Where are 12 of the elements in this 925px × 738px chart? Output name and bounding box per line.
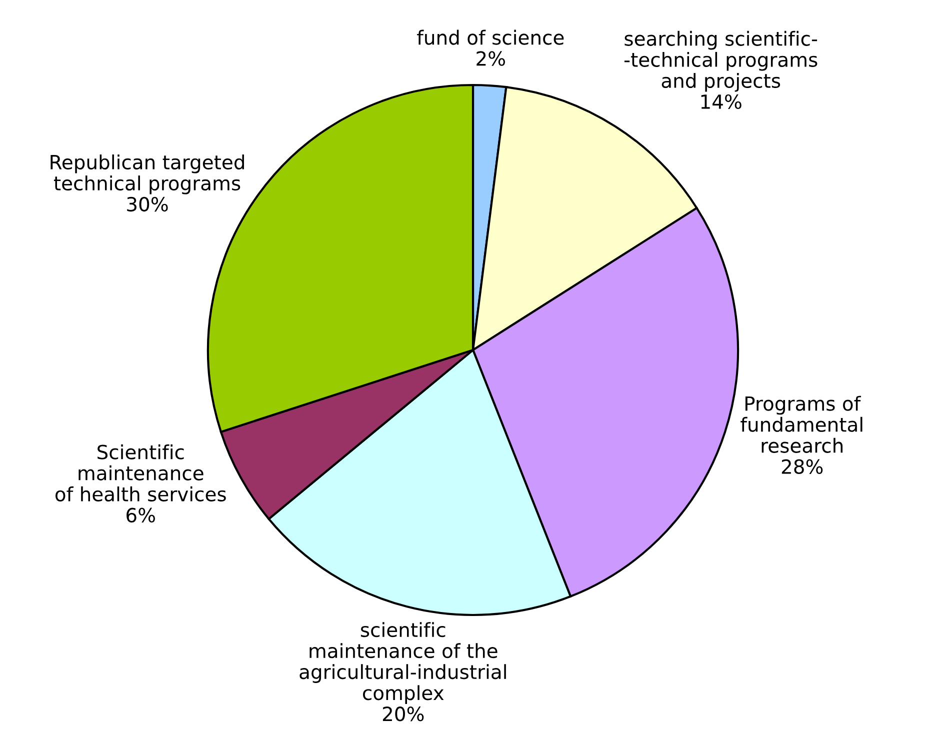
slice-label: Programs of fundamental research bbox=[740, 396, 862, 453]
data-label: 14% bbox=[701, 94, 742, 110]
data-label: 28% bbox=[782, 459, 823, 474]
slice-label: Republican targeted technical programs bbox=[50, 154, 244, 194]
data-label: 20% bbox=[382, 706, 424, 722]
data-label: 2% bbox=[476, 51, 505, 66]
data-label: 6% bbox=[126, 508, 155, 523]
slice-label: searching scientific- -technical programs and projects bbox=[624, 30, 818, 92]
slice-label: Scientific maintenance of health services bbox=[55, 444, 226, 502]
slice-label: fund of science bbox=[417, 30, 564, 45]
slice-label: scientific maintenance of the agricultural-industrial complex bbox=[300, 622, 506, 704]
data-label: 30% bbox=[127, 196, 168, 212]
